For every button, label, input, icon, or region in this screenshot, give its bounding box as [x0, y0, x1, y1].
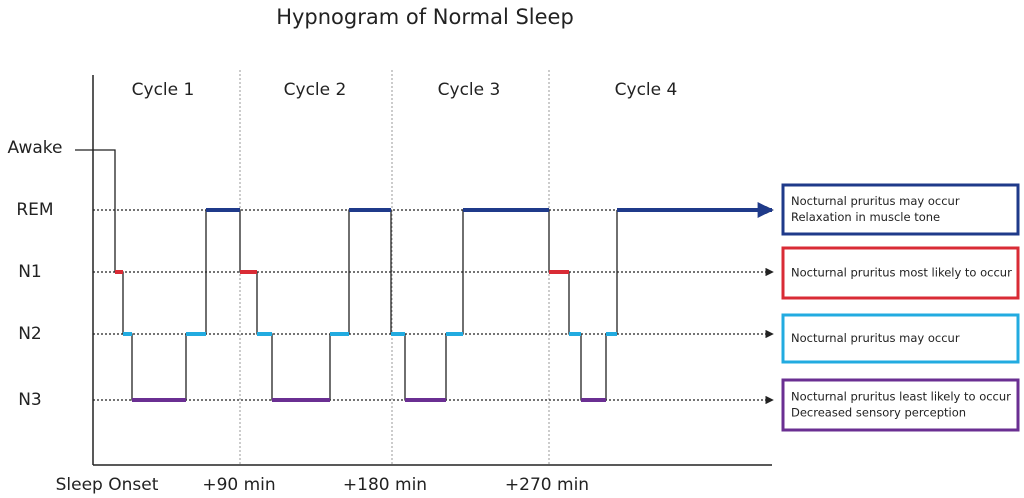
note-text: Nocturnal pruritus may occur [791, 194, 960, 208]
cycle-label: Cycle 4 [615, 80, 678, 100]
cycle-label: Cycle 1 [132, 80, 195, 100]
time-label: +180 min [343, 475, 427, 495]
time-label: +90 min [202, 475, 275, 495]
note-text: Nocturnal pruritus least likely to occur [791, 390, 1011, 404]
stage-label: REM [16, 200, 53, 220]
note-box [781, 246, 1020, 300]
stage-label: N3 [18, 390, 42, 410]
stage-label: Awake [8, 138, 63, 158]
note-text: Decreased sensory perception [791, 406, 966, 420]
note-box [781, 183, 1020, 236]
stage-label: N1 [18, 262, 42, 282]
cycle-label: Cycle 2 [284, 80, 347, 100]
stage-label: N2 [18, 324, 42, 344]
time-label: +270 min [505, 475, 589, 495]
note-text: Nocturnal pruritus may occur [791, 331, 960, 345]
note-text: Relaxation in muscle tone [791, 210, 940, 224]
note-box [781, 378, 1020, 432]
note-box [781, 313, 1020, 364]
cycle-label: Cycle 3 [438, 80, 501, 100]
hypnogram-trace [75, 149, 618, 401]
title: Hypnogram of Normal Sleep [276, 5, 574, 29]
time-label: Sleep Onset [56, 475, 159, 495]
note-text: Nocturnal pruritus most likely to occur [791, 266, 1012, 280]
